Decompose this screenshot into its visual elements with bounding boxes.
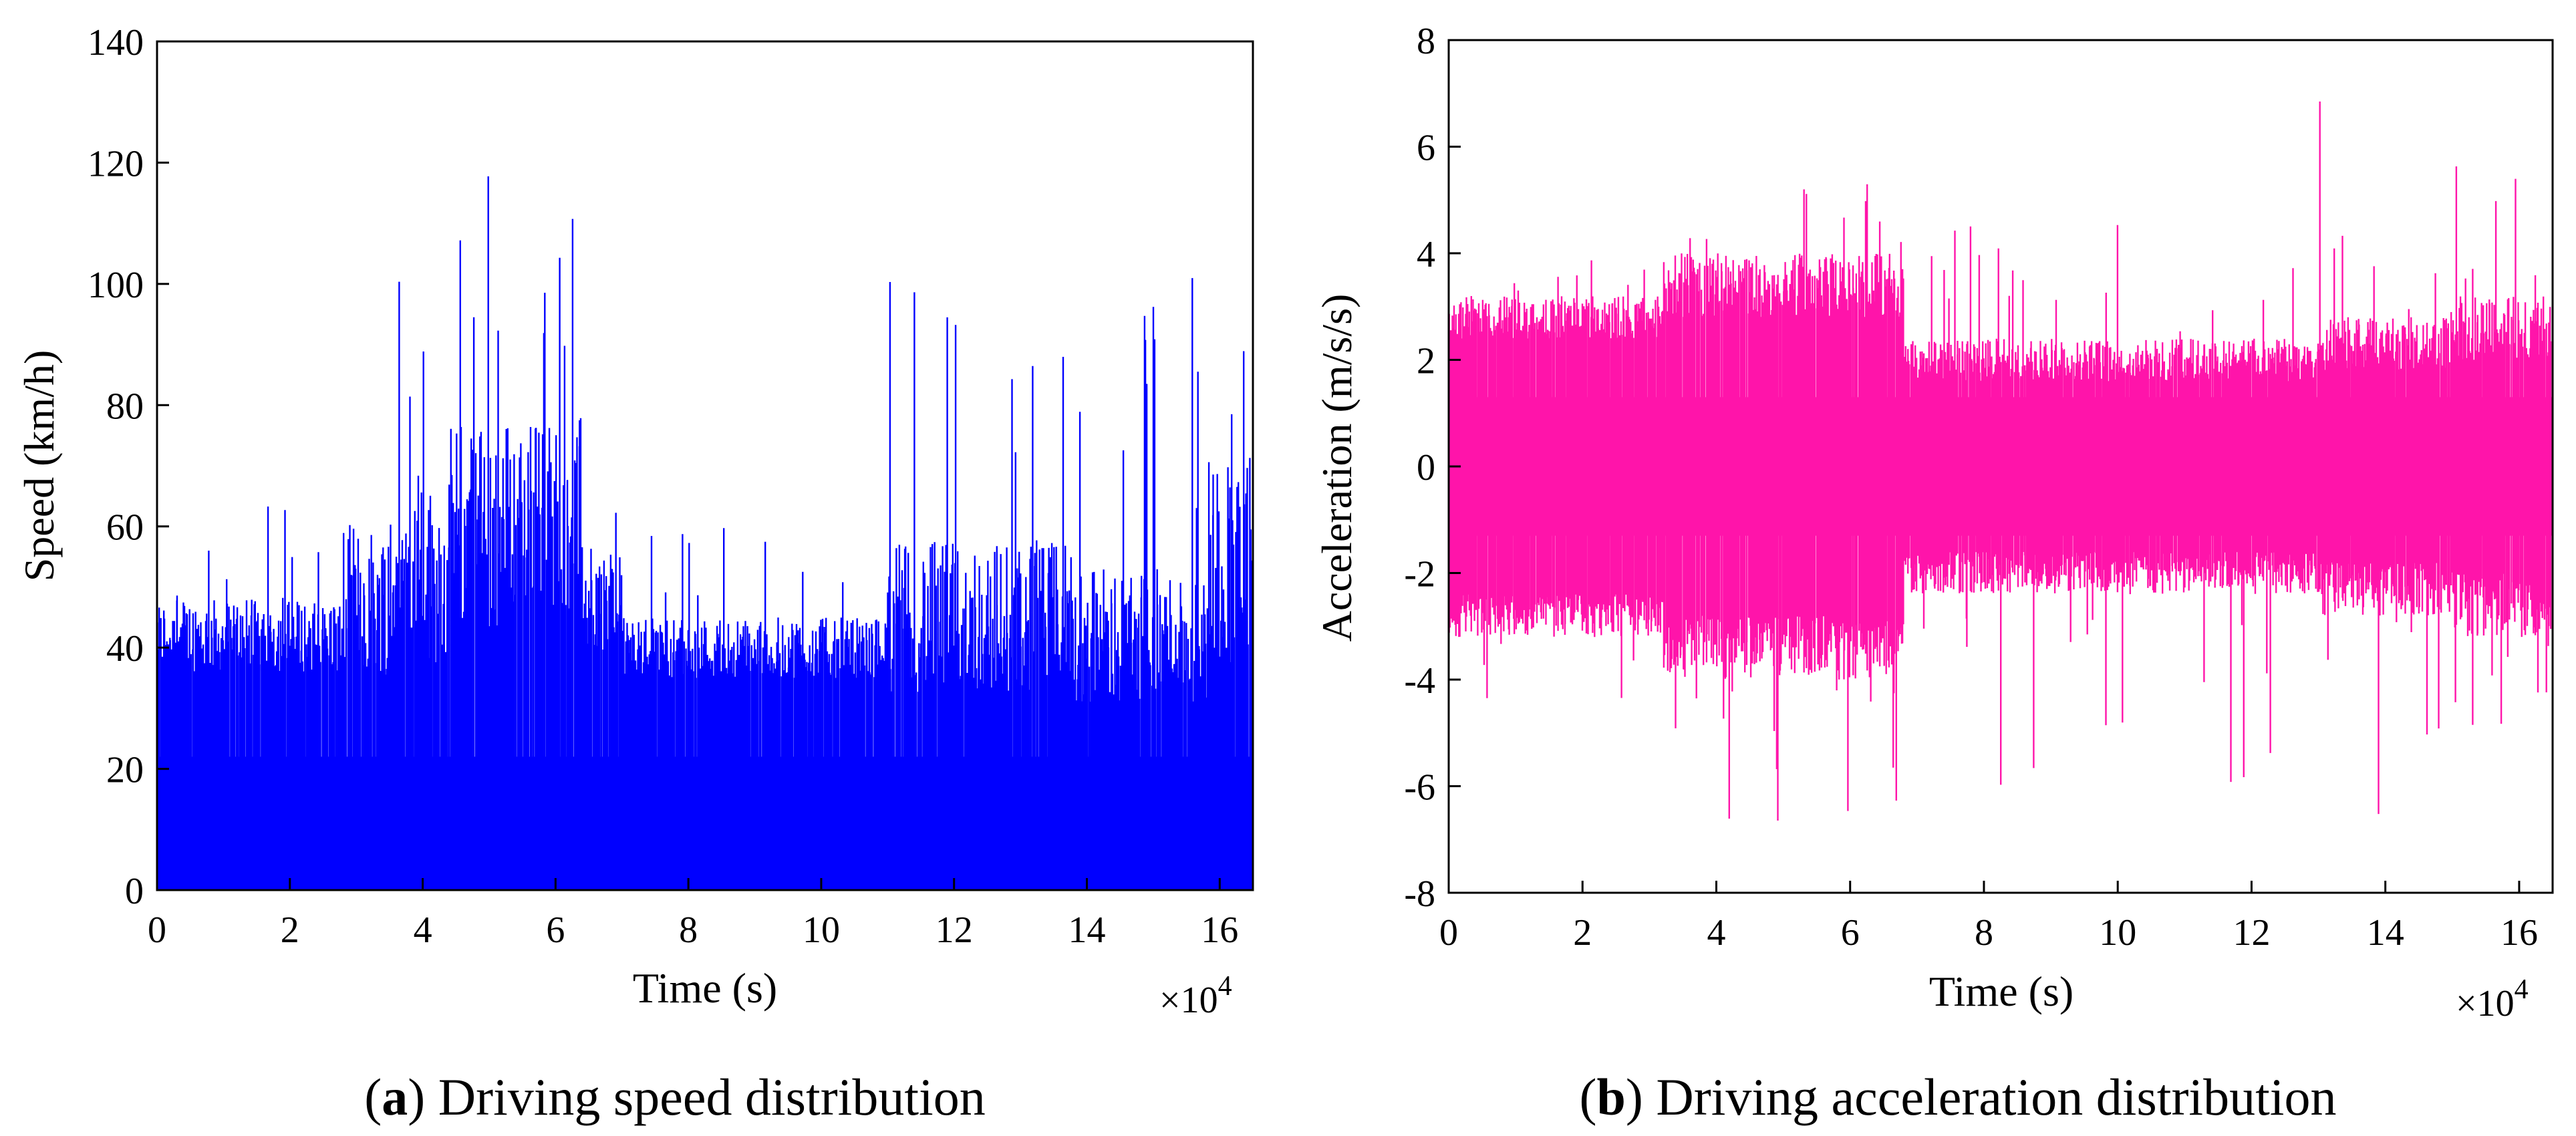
speed-chart-panel: 0 2 4 6 8 10 12 14 16 0 20 40 60 80 100 120 140 Time (s…: [15, 22, 1254, 1126]
acceleration-x-tick-label: 4: [1707, 912, 1725, 954]
acceleration-chart-panel: 0 2 4 6 8 10 12 14 16 -8 -6 -4 -2 0 2 4 6 8 Time (s) Acc…: [1313, 21, 2554, 1126]
acceleration-series-core: [1449, 397, 2553, 536]
speed-x-tick-label: 4: [414, 909, 432, 951]
acceleration-x-tick-label: 14: [2367, 912, 2404, 954]
speed-y-tick-label: 140: [88, 22, 144, 63]
speed-caption: (a) Driving speed distribution: [364, 1068, 985, 1126]
acceleration-y-tick-label: 6: [1417, 128, 1435, 169]
acceleration-x-multiplier: ×104: [2456, 974, 2529, 1024]
acceleration-caption-text: Driving acceleration distribution: [1656, 1068, 2336, 1126]
speed-series: [156, 176, 1253, 890]
speed-x-multiplier: ×104: [1159, 971, 1232, 1021]
acceleration-x-multiplier-exponent: 4: [2515, 974, 2529, 1005]
speed-caption-text: Driving speed distribution: [438, 1068, 986, 1126]
speed-y-tick-label: 100: [88, 265, 144, 306]
speed-y-axis-label: Speed (km/h): [15, 350, 63, 582]
speed-y-tick-label: 120: [88, 143, 144, 184]
acceleration-y-tick-label: -6: [1404, 767, 1435, 809]
acceleration-caption: (b) Driving acceleration distribution: [1580, 1068, 2337, 1126]
speed-y-tick-label: 80: [106, 386, 144, 427]
acceleration-y-tick-label: 8: [1417, 21, 1435, 62]
speed-x-tick-label: 8: [679, 909, 698, 951]
speed-series-core: [157, 756, 1253, 890]
acceleration-y-tick-label: -2: [1404, 554, 1435, 595]
speed-y-tick-label: 20: [106, 750, 144, 791]
acceleration-x-multiplier-base: ×10: [2456, 983, 2515, 1024]
acceleration-x-tick-label: 2: [1573, 912, 1592, 954]
acceleration-y-tick-label: 2: [1417, 341, 1435, 382]
acceleration-caption-letter: b: [1597, 1068, 1626, 1126]
speed-x-axis-label: Time (s): [633, 964, 777, 1012]
speed-x-ticks: 0 2 4 6 8 10 12 14 16: [148, 878, 1238, 951]
speed-x-multiplier-base: ×10: [1159, 980, 1218, 1021]
speed-x-tick-label: 14: [1068, 909, 1106, 951]
acceleration-series: [1448, 101, 2553, 821]
speed-plot-frame: [156, 40, 1254, 891]
speed-x-tick-label: 16: [1201, 909, 1238, 951]
speed-y-tick-label: 0: [125, 871, 144, 912]
acceleration-x-tick-label: 6: [1841, 912, 1860, 954]
acceleration-x-axis-label: Time (s): [1929, 968, 2073, 1015]
speed-x-multiplier-exponent: 4: [1218, 971, 1232, 1002]
speed-x-tick-label: 12: [936, 909, 973, 951]
speed-caption-letter: a: [382, 1068, 408, 1126]
acceleration-y-tick-label: -8: [1404, 873, 1435, 915]
speed-y-tick-label: 40: [106, 628, 144, 670]
acceleration-x-tick-label: 10: [2099, 912, 2136, 954]
acceleration-y-tick-label: 4: [1417, 234, 1435, 275]
speed-x-tick-label: 10: [803, 909, 840, 951]
acceleration-x-tick-label: 0: [1439, 912, 1458, 954]
acceleration-x-tick-label: 16: [2500, 912, 2538, 954]
acceleration-y-tick-label: -4: [1404, 660, 1435, 702]
acceleration-x-tick-label: 12: [2233, 912, 2270, 954]
acceleration-y-tick-label: 0: [1417, 447, 1435, 488]
acceleration-y-ticks: -8 -6 -4 -2 0 2 4 6 8: [1404, 21, 1461, 915]
acceleration-x-tick-label: 8: [1975, 912, 1993, 954]
speed-y-ticks: 0 20 40 60 80 100 120 140: [88, 22, 169, 912]
speed-x-tick-label: 0: [148, 909, 166, 951]
speed-x-tick-label: 2: [281, 909, 299, 951]
speed-y-tick-label: 60: [106, 507, 144, 549]
acceleration-x-ticks: 0 2 4 6 8 10 12 14 16: [1439, 881, 2538, 954]
speed-x-tick-label: 6: [546, 909, 565, 951]
acceleration-y-axis-label: Acceleration (m/s/s): [1313, 294, 1361, 642]
